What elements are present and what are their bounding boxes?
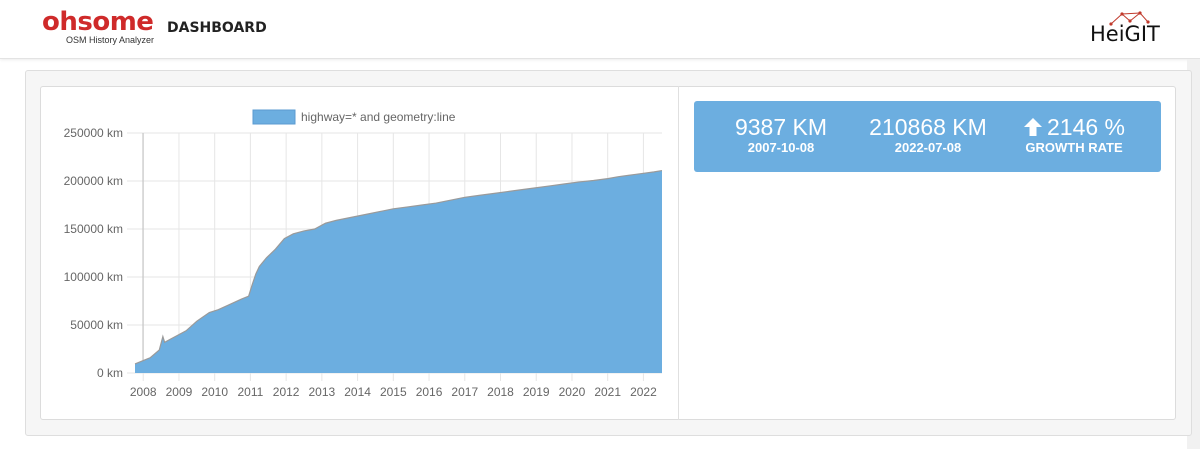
x-tick-label: 2012 [273,385,300,399]
y-tick-label: 50000 km [70,318,123,332]
x-tick-label: 2021 [594,385,621,399]
stat-start-value: 9387 KM [734,114,828,140]
legend-swatch [252,109,296,125]
chart-area-series [134,169,663,373]
stat-end: 210868 KM 2022-07-08 [866,101,990,156]
stat-growth: 2146 % GROWTH RATE [1014,101,1134,156]
x-tick-label: 2008 [130,385,157,399]
x-tick-label: 2022 [630,385,657,399]
heigit-logo[interactable]: HeiGIT [1090,10,1160,50]
x-tick-label: 2017 [451,385,478,399]
ohsome-logo[interactable]: ohsome DASHBOARD OSM History Analyzer [42,7,267,45]
x-tick-label: 2019 [523,385,550,399]
y-tick-label: 200000 km [64,174,123,188]
x-tick-label: 2014 [344,385,371,399]
x-tick-label: 2010 [201,385,228,399]
brand-subtitle: OSM History Analyzer [66,35,155,45]
y-tick-label: 250000 km [64,126,123,140]
area-chart[interactable]: 0 km 50000 km 100000 km 150000 km 200000 km 2… [41,87,677,419]
y-tick-label: 0 km [97,366,123,380]
chart-legend[interactable]: highway=* and geometry:line [252,109,456,125]
stat-start-date: 2007-10-08 [747,140,815,155]
y-tick-label: 100000 km [64,270,123,284]
x-axis: 2008 2009 2010 2011 2012 2013 2014 2015 2016 2017… [130,385,657,399]
arrow-up-icon [1023,118,1042,136]
app-header: ohsome DASHBOARD OSM History Analyzer He… [0,0,1200,59]
x-tick-label: 2009 [166,385,193,399]
stats-summary-box: 9387 KM 2007-10-08 210868 KM 2022-07-08 … [694,101,1161,172]
stat-growth-label: GROWTH RATE [1025,140,1123,155]
x-tick-label: 2018 [487,385,514,399]
x-tick-label: 2013 [309,385,336,399]
series-area [135,170,662,373]
x-tick-label: 2016 [416,385,443,399]
stat-end-date: 2022-07-08 [894,140,962,155]
x-tick-label: 2020 [559,385,586,399]
brand-name: ohsome [42,7,154,37]
heigit-wordmark: HeiGIT [1090,22,1160,46]
series-line [134,169,663,365]
y-axis: 0 km 50000 km 100000 km 150000 km 200000 km 2… [64,126,123,380]
stat-growth-value: 2146 % [1046,114,1125,140]
x-tick-label: 2011 [237,385,263,399]
stat-start: 9387 KM 2007-10-08 [726,101,836,156]
network-icon [1109,11,1150,26]
legend-label: highway=* and geometry:line [301,110,456,124]
brand-suffix: DASHBOARD [167,20,267,36]
x-tick-label: 2015 [380,385,407,399]
panel-divider [678,86,679,420]
y-tick-label: 150000 km [64,222,123,236]
stat-end-value: 210868 KM [869,114,987,140]
